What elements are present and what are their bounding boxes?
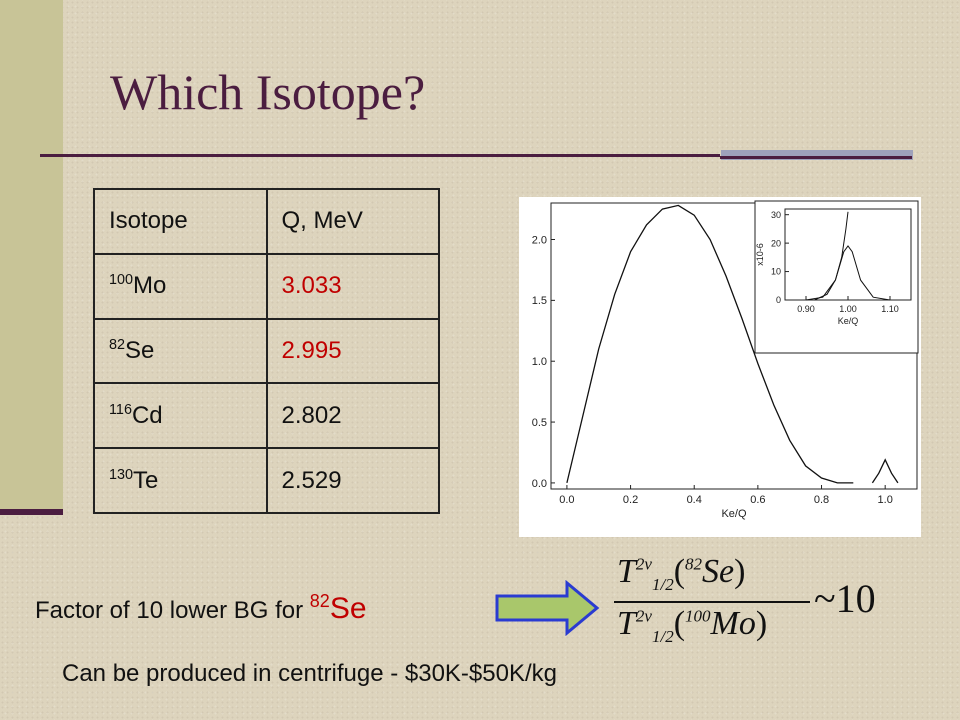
left-accent-foot bbox=[0, 509, 63, 515]
main-chart-series-line-2 bbox=[871, 458, 899, 484]
q-value-cell: 2.802 bbox=[265, 382, 440, 450]
q-value-cell: 2.995 bbox=[265, 317, 440, 385]
slide-title: Which Isotope? bbox=[110, 64, 426, 120]
inset-chart-y-tick-label: 30 bbox=[771, 210, 781, 220]
main-chart-series-line-1 bbox=[566, 204, 854, 484]
main-chart-y-tick-label: 1.0 bbox=[532, 356, 547, 368]
main-chart-y-tick-label: 0.5 bbox=[532, 417, 547, 429]
spectrum-chart: 0.0 0.2 0.4 0.6 0.8 1.0 0.0 0.5 1.0 1.5 2.0 Ke/Q 0.9… bbox=[519, 197, 921, 537]
q-value-cell: 3.033 bbox=[265, 252, 440, 320]
isotope-cell: 82Se bbox=[93, 317, 268, 385]
table-row: 100Mo 3.033 bbox=[93, 252, 440, 320]
inset-chart-x-tick-label: 1.00 bbox=[839, 304, 857, 314]
title-rule-accent bbox=[721, 150, 913, 160]
right-arrow-icon bbox=[495, 580, 600, 636]
formula-approx-value: ~10 bbox=[814, 576, 876, 621]
main-chart-x-tick-label: 0.6 bbox=[750, 494, 765, 506]
centrifuge-statement: Can be produced in centrifuge - $30K-$50… bbox=[62, 660, 557, 687]
main-chart-x-axis-label: Ke/Q bbox=[721, 508, 747, 520]
table-row: 116Cd 2.802 bbox=[93, 382, 440, 450]
isotope-cell: 130Te bbox=[93, 447, 268, 514]
inset-chart-y-tick-label: 20 bbox=[771, 238, 781, 248]
q-value-cell: 2.529 bbox=[265, 447, 440, 514]
table-header-row: Isotope Q, MeV bbox=[93, 188, 440, 255]
table-header-cell: Isotope bbox=[93, 188, 268, 255]
main-chart-y-tick-label: 1.5 bbox=[532, 295, 547, 307]
inset-chart-y-tick-label: 10 bbox=[771, 267, 781, 277]
formula-numerator: T2ν1/2(82Se) bbox=[617, 553, 746, 594]
main-chart-x-tick-label: 0.4 bbox=[687, 494, 702, 506]
main-chart-y-tick-label: 2.0 bbox=[532, 234, 547, 246]
main-chart-x-tick-label: 0.8 bbox=[814, 494, 829, 506]
inset-chart-series-line-2 bbox=[814, 211, 849, 301]
title-rule-tail bbox=[720, 156, 912, 159]
isotope-cell: 100Mo bbox=[93, 252, 268, 320]
isotope-cell: 116Cd bbox=[93, 382, 268, 450]
left-accent-bar bbox=[0, 0, 63, 510]
main-chart-x-tick-label: 0.2 bbox=[623, 494, 638, 506]
main-chart-x-tick-label: 0.0 bbox=[559, 494, 574, 506]
table-header-cell: Q, MeV bbox=[265, 188, 440, 255]
main-chart-y-tick-label: 0.0 bbox=[532, 478, 547, 490]
inset-chart-x-axis-label: Ke/Q bbox=[838, 316, 859, 326]
inset-chart-x-tick-label: 1.10 bbox=[881, 304, 899, 314]
inset-chart-y-axis-label: x10-6 bbox=[755, 243, 765, 266]
factor-statement: Factor of 10 lower BG for 82Se bbox=[35, 591, 367, 625]
table-row: 130Te 2.529 bbox=[93, 447, 440, 514]
fraction-bar bbox=[614, 601, 810, 603]
half-life-ratio-formula: T2ν1/2(82Se) T2ν1/2(100Mo) ~10 bbox=[612, 553, 876, 653]
table-row: 82Se 2.995 bbox=[93, 317, 440, 385]
inset-chart-y-tick-label: 0 bbox=[776, 295, 781, 305]
inset-chart-series-line-1 bbox=[805, 245, 891, 301]
title-rule bbox=[40, 154, 720, 157]
inset-chart-x-tick-label: 0.90 bbox=[797, 304, 815, 314]
main-chart-x-tick-label: 1.0 bbox=[878, 494, 893, 506]
spectrum-chart-svg: 0.0 0.2 0.4 0.6 0.8 1.0 0.0 0.5 1.0 1.5 2.0 Ke/Q 0.9… bbox=[532, 200, 919, 520]
isotope-table: Isotope Q, MeV 100Mo 3.033 82Se 2.995 11… bbox=[93, 188, 440, 514]
formula-denominator: T2ν1/2(100Mo) bbox=[617, 605, 768, 646]
